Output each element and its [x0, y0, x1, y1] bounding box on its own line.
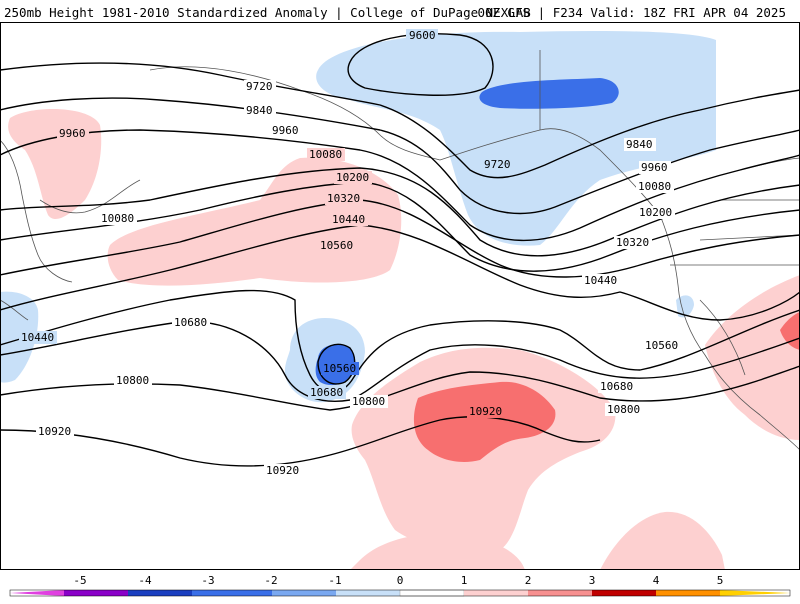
contour-label: 9960: [59, 127, 86, 140]
model-run-info: 00Z GFS | F234 Valid: 18Z FRI APR 04 202…: [477, 5, 786, 20]
colorbar-segment: [64, 590, 128, 596]
colorbar-tick: 0: [397, 574, 404, 587]
contour-10440: [0, 224, 800, 321]
contour-label: 10320: [327, 192, 360, 205]
contour-9720: [0, 62, 800, 179]
colorbar: -5 -4 -3 -2 -1 0 1 2 3 4 5: [0, 570, 800, 600]
colorbar-segment: [592, 590, 656, 596]
pos-anomaly-south: [350, 533, 525, 570]
colorbar-ticks: -5 -4 -3 -2 -1 0 1 2 3 4 5: [73, 574, 723, 587]
contour-10080: [0, 167, 800, 257]
colorbar-segment: [10, 590, 64, 596]
contour-label: 10560: [645, 339, 678, 352]
colorbar-segment: [399, 589, 465, 597]
pos-anomaly-southeast: [600, 511, 725, 570]
colorbar-segment: [192, 590, 272, 596]
contour-labels: 9600 9720 9720 9840 9840 9960 9960 9960 …: [19, 29, 681, 477]
contour-label: 10080: [101, 212, 134, 225]
anomaly-map: 9600 9720 9720 9840 9840 9960 9960 9960 …: [0, 22, 800, 570]
pos-anomaly-northpac: [107, 157, 402, 286]
contour-label: 9840: [626, 138, 653, 151]
contour-label: 9600: [409, 29, 436, 42]
colorbar-segment: [528, 590, 592, 596]
colorbar-segment: [656, 590, 720, 596]
colorbar-tick: -5: [73, 574, 86, 587]
contour-label: 10560: [323, 362, 356, 375]
contour-label: 10080: [309, 148, 342, 161]
colorbar-tick: 1: [461, 574, 468, 587]
contour-label: 10320: [616, 236, 649, 249]
colorbar-segment: [720, 590, 790, 596]
contour-label: 10560: [320, 239, 353, 252]
colorbar-tick: -4: [138, 574, 152, 587]
contour-label: 9720: [246, 80, 273, 93]
anomaly-shading: [0, 30, 800, 570]
contour-9960: [0, 129, 800, 242]
colorbar-segment: [272, 590, 336, 596]
pos-anomaly-mexico: [705, 275, 800, 440]
colorbar-tick: -1: [328, 574, 341, 587]
contour-10320: [0, 199, 800, 278]
contour-label: 10200: [639, 206, 672, 219]
colorbar-tick: 4: [653, 574, 660, 587]
colorbar-segment: [336, 590, 400, 596]
contour-9600: [347, 33, 494, 96]
contour-label: 10800: [607, 403, 640, 416]
contour-label: 10200: [336, 171, 369, 184]
map-title: 250mb Height 1981-2010 Standardized Anom…: [4, 5, 531, 20]
contour-10800: [0, 365, 800, 411]
colorbar-tick: 3: [589, 574, 596, 587]
neg-anomaly-alaska: [316, 30, 716, 246]
contour-label: 9840: [246, 104, 273, 117]
pos-anomaly-hawaii-core: [413, 381, 556, 462]
colorbar-tick: 2: [525, 574, 532, 587]
map-header: 250mb Height 1981-2010 Standardized Anom…: [0, 0, 800, 22]
contour-label: 9960: [641, 161, 668, 174]
contour-label: 10920: [469, 405, 502, 418]
colorbar-tick: -2: [264, 574, 277, 587]
contour-label: 10440: [21, 331, 54, 344]
pos-anomaly-asia: [8, 108, 102, 220]
colorbar-tick: 5: [717, 574, 724, 587]
contour-label: 10800: [116, 374, 149, 387]
colorbar-segments: [9, 589, 791, 597]
contour-label: 9960: [272, 124, 299, 137]
neg-anomaly-coast: [676, 295, 694, 318]
contour-9840: [0, 97, 800, 215]
colorbar-segment: [464, 590, 528, 596]
contour-label: 10680: [600, 380, 633, 393]
contour-label: 10440: [584, 274, 617, 287]
contour-label: 10920: [266, 464, 299, 477]
colorbar-tick: -3: [201, 574, 214, 587]
contour-label: 10440: [332, 213, 365, 226]
colorbar-segment: [128, 590, 192, 596]
contour-label: 10920: [38, 425, 71, 438]
contour-label: 10080: [638, 180, 671, 193]
contour-label: 10680: [174, 316, 207, 329]
contour-label: 10800: [352, 395, 385, 408]
neg-anomaly-alaska-core: [479, 78, 619, 109]
contour-label: 10680: [310, 386, 343, 399]
contour-label: 9720: [484, 158, 511, 171]
contour-10920: [0, 416, 601, 467]
